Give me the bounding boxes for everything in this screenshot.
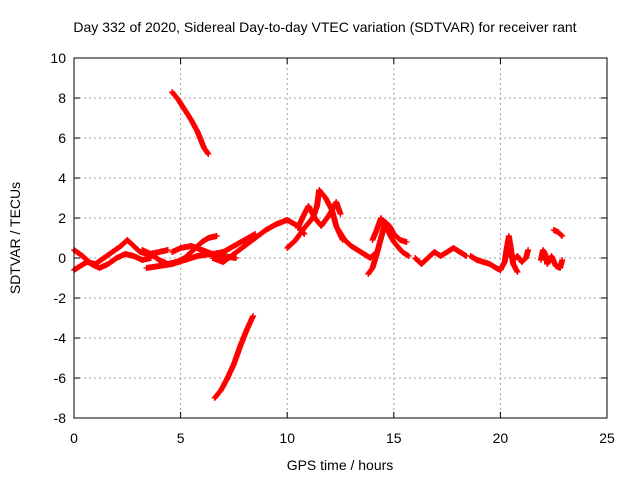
y-tick-label: 0	[58, 250, 66, 266]
series-markers	[169, 89, 212, 157]
y-tick-label: 6	[58, 130, 66, 146]
x-tick-label: 10	[279, 430, 295, 446]
series-markers	[211, 313, 257, 401]
series-arc-5	[169, 231, 259, 257]
x-tick-label: 0	[70, 430, 78, 446]
series-arc-12	[412, 245, 470, 267]
x-tick-label: 15	[386, 430, 402, 446]
y-tick-label: 8	[58, 90, 66, 106]
y-tick-label: 10	[50, 50, 66, 66]
y-axis-label: SDTVAR / TECUs	[7, 182, 23, 294]
x-tick-label: 20	[493, 430, 509, 446]
series-markers	[365, 219, 410, 277]
series-arc-18	[169, 89, 212, 157]
data-series	[71, 89, 566, 401]
y-tick-label: -6	[54, 370, 67, 386]
series-arc-9	[335, 227, 380, 261]
y-tick-label: -2	[54, 290, 67, 306]
series-arc-11	[369, 215, 412, 259]
x-tick-label: 25	[599, 430, 615, 446]
x-axis-label: GPS time / hours	[287, 457, 394, 473]
series-markers	[550, 227, 566, 239]
series-arc-19	[211, 313, 257, 401]
series-markers	[412, 245, 470, 267]
plot-frame	[73, 57, 608, 419]
x-tick-label: 5	[177, 430, 185, 446]
series-arc-8	[294, 199, 344, 231]
series-markers	[335, 227, 380, 261]
series-arc-16	[537, 247, 566, 271]
series-markers	[505, 247, 532, 265]
chart-title: Day 332 of 2020, Sidereal Day-to-day VTE…	[73, 19, 576, 35]
y-tick-label: 4	[58, 170, 66, 186]
y-tick-label: 2	[58, 210, 66, 226]
series-arc-10	[365, 219, 410, 277]
series-arc-17	[550, 227, 566, 239]
series-markers	[169, 231, 259, 257]
axis-ticks: -8 -6 -4 -2 0 2 4 6 8 10 0 5 10 15 20 25	[50, 50, 615, 446]
series-arc-15	[505, 247, 532, 265]
y-tick-label: -8	[54, 410, 67, 426]
series-markers	[537, 247, 566, 271]
y-tick-label: -4	[54, 330, 67, 346]
series-markers	[294, 199, 344, 231]
series-markers	[369, 215, 412, 259]
